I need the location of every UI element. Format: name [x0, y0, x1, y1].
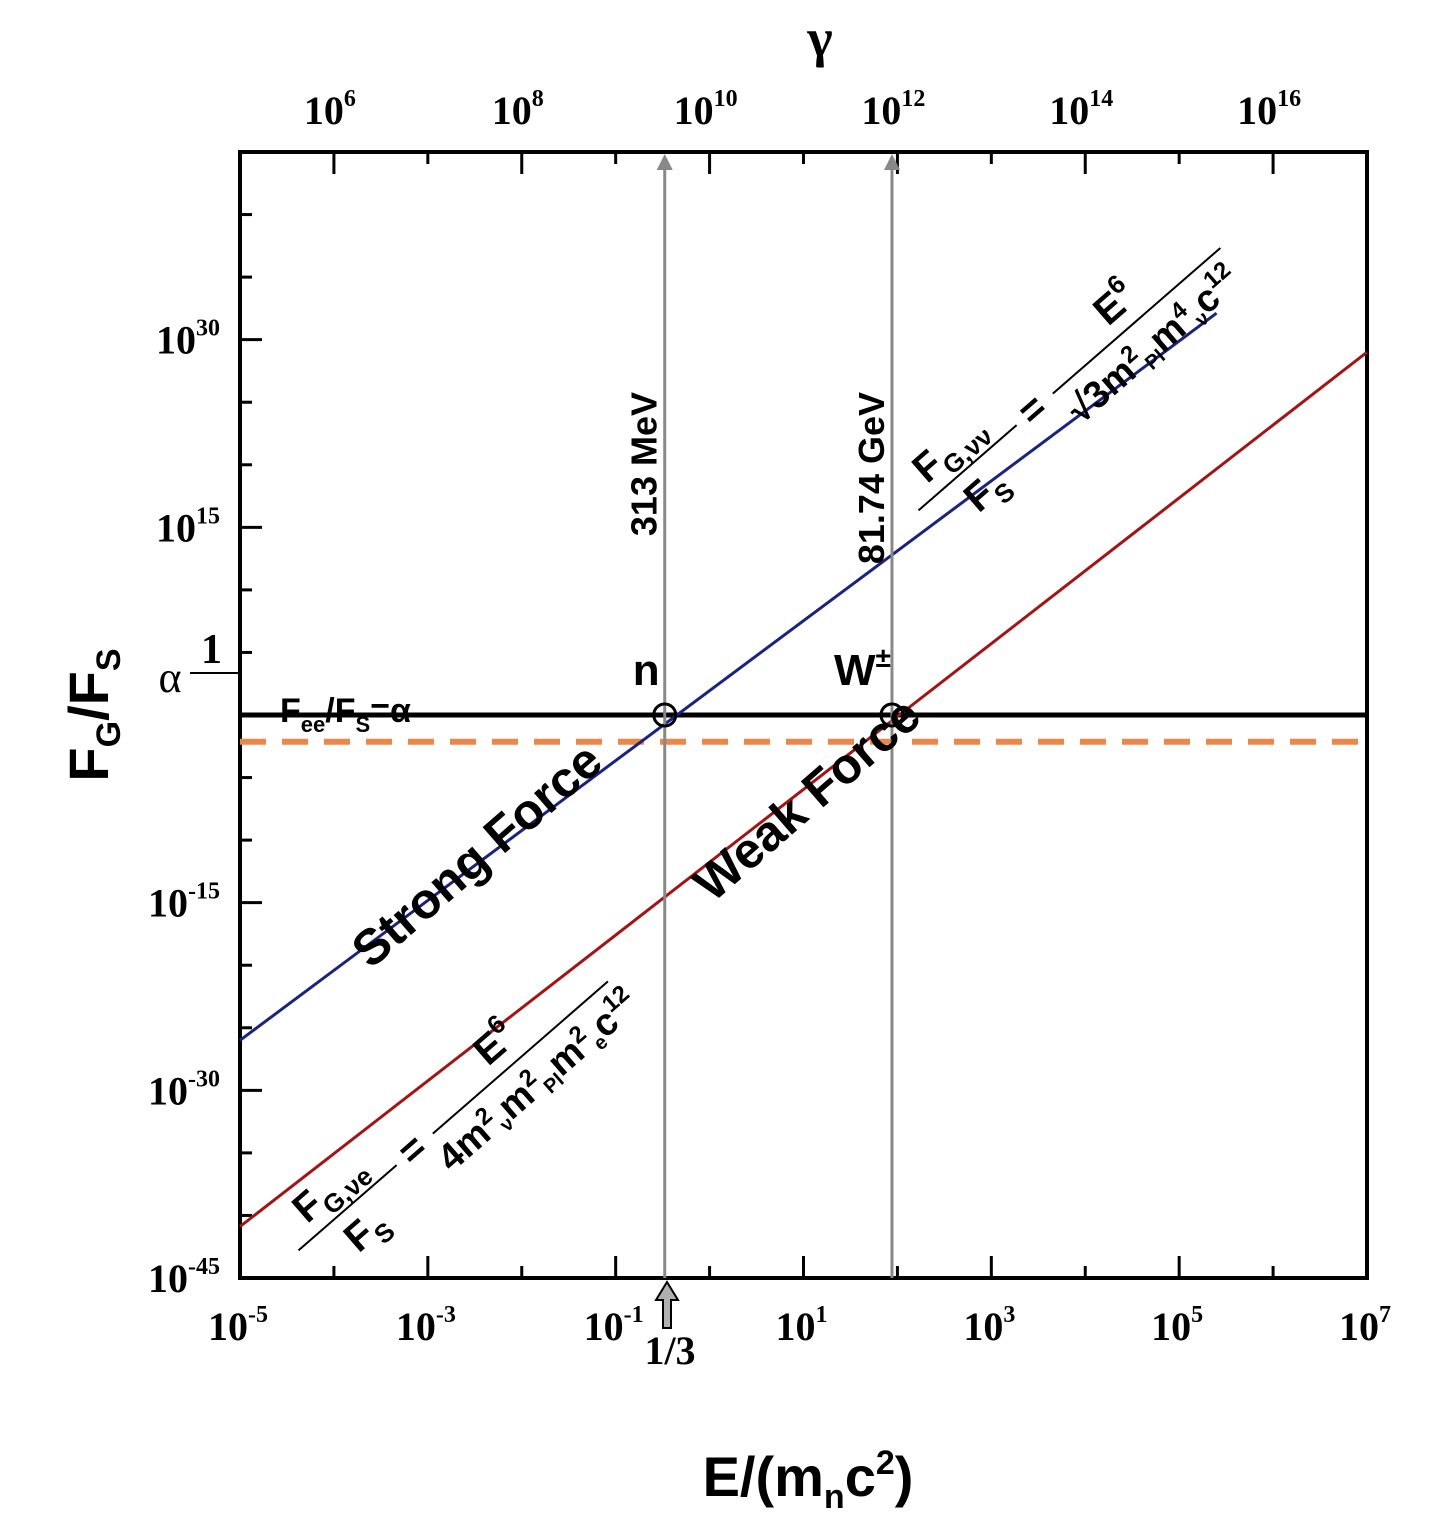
- top-tick-label: 108: [492, 86, 544, 133]
- y-tick-one: 1: [201, 627, 222, 673]
- top-axis-ticks: 106 108 1010 1012 1014 1016: [238, 86, 1369, 174]
- svg-text:√3m2Plm4νc12: √3m2Plm4νc12: [1057, 256, 1250, 433]
- up-arrow-icon: [654, 1280, 680, 1329]
- x-tick-label: 10-1: [584, 1302, 644, 1349]
- strong-force-label: Strong Force: [341, 732, 613, 978]
- svg-text:=: =: [389, 1126, 435, 1175]
- label-81-74-gev: 81.74 GeV: [851, 392, 892, 564]
- x-axis-label: E/(mnc2): [703, 1444, 914, 1516]
- x-tick-label: 10-3: [396, 1302, 456, 1349]
- intersection-points: n W±: [633, 642, 905, 728]
- one-third-label: 1/3: [644, 1328, 695, 1373]
- top-tick-label: 106: [304, 86, 356, 133]
- point-label-n: n: [633, 646, 660, 695]
- weak-force-formula: FG,νe FS = E6 4m2νm2Plm2ec12: [284, 980, 648, 1266]
- x-tick-label: 103: [963, 1302, 1015, 1349]
- weak-force-line: [239, 350, 1368, 1228]
- svg-text:E6: E6: [461, 1008, 526, 1073]
- arrow-head-icon: [656, 154, 673, 170]
- y-axis-label: FG/FS: [57, 648, 128, 781]
- y-axis-ticks: 10-45 10-30 10-15 1015 1030: [148, 150, 262, 1301]
- x-tick-label: 107: [1339, 1302, 1391, 1349]
- one-third-marker: 1/3: [644, 1280, 696, 1373]
- intersection-marker: [879, 702, 905, 728]
- strong-force-line: [239, 312, 1218, 1042]
- x-tick-label: 101: [776, 1302, 828, 1349]
- series-lines: [239, 312, 1368, 1228]
- y-tick-label: 10-30: [148, 1066, 220, 1113]
- arrow-head-icon: [883, 154, 900, 170]
- top-axis-label: γ: [806, 8, 832, 68]
- y-tick-label: 10-15: [148, 879, 220, 926]
- strong-force-formula: FG,νν FS = E6 √3m2Plm4νc12: [904, 247, 1250, 526]
- label-313-mev: 313 MeV: [624, 392, 665, 536]
- top-tick-label: 1014: [1049, 86, 1113, 133]
- y-tick-label: 1015: [156, 503, 220, 550]
- intersection-marker: [652, 702, 678, 728]
- x-axis-ticks: 10-5 10-3 10-1 101 103 105 107: [208, 1256, 1391, 1349]
- x-tick-label: 105: [1151, 1302, 1203, 1349]
- alpha-line-label: Fee/FS=α: [280, 692, 411, 737]
- top-tick-label: 1010: [674, 86, 738, 133]
- svg-text:E6: E6: [1081, 268, 1146, 333]
- y-tick-label: 10-45: [148, 1254, 220, 1301]
- svg-text:4m2νm2Plm2ec12: 4m2νm2Plm2ec12: [427, 980, 648, 1181]
- svg-text:=: =: [1009, 386, 1055, 435]
- y-tick-label: 1030: [156, 316, 220, 363]
- top-tick-label: 1012: [861, 86, 925, 133]
- vertical-marker-lines: 313 MeV 81.74 GeV: [624, 154, 900, 1278]
- weak-force-label: Weak Force: [683, 686, 931, 912]
- alpha-label: α: [158, 653, 181, 702]
- x-tick-label: 10-5: [208, 1302, 268, 1349]
- point-label-w: W±: [834, 642, 891, 695]
- top-tick-label: 1016: [1237, 86, 1301, 133]
